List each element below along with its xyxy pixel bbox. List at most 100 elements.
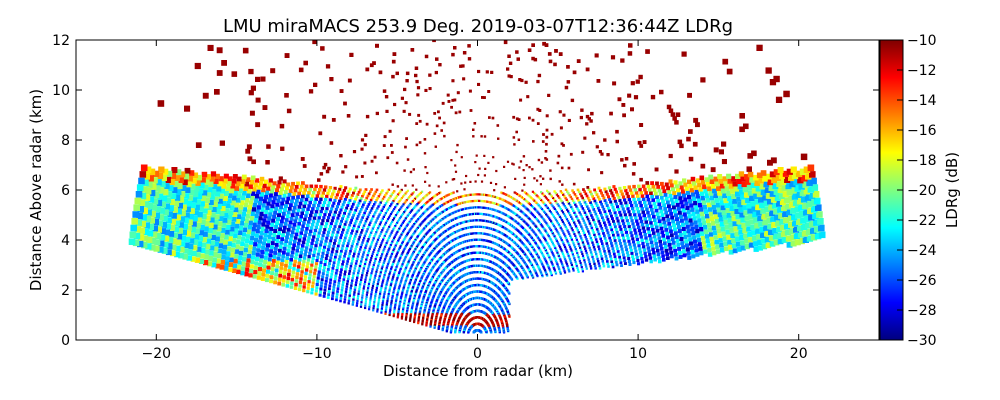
radar-cell: [414, 229, 418, 232]
radar-cell: [746, 184, 752, 191]
radar-cell: [405, 137, 408, 140]
radar-cell: [541, 225, 544, 228]
radar-cell: [727, 239, 733, 245]
radar-cell: [582, 243, 585, 246]
radar-cell: [813, 197, 821, 205]
radar-cell: [707, 223, 712, 228]
radar-cell: [590, 253, 593, 256]
radar-cell: [756, 44, 763, 51]
radar-cell: [751, 206, 757, 212]
radar-cell: [672, 223, 676, 228]
radar-cell: [806, 235, 814, 242]
radar-cell: [551, 242, 554, 245]
radar-cell: [708, 191, 713, 196]
radar-cell: [659, 209, 664, 214]
radar-cell: [739, 113, 745, 119]
radar-cell: [613, 187, 617, 191]
radar-cell: [408, 211, 411, 214]
radar-cell: [578, 221, 581, 224]
radar-cell: [810, 234, 818, 241]
radar-cell: [594, 53, 599, 58]
radar-cell: [723, 198, 729, 204]
radar-cell: [411, 207, 415, 211]
radar-cell: [652, 234, 657, 239]
radar-cell: [621, 233, 625, 237]
radar-cell: [568, 223, 571, 226]
radar-cell: [581, 227, 584, 230]
radar-cell: [542, 218, 545, 221]
radar-cell: [662, 258, 666, 262]
radar-cell: [416, 195, 419, 198]
radar-cell: [656, 185, 661, 189]
radar-cell: [425, 194, 428, 197]
radar-cell: [755, 204, 761, 211]
radar-cell: [545, 230, 548, 234]
radar-cell: [790, 187, 797, 194]
radar-cell: [653, 205, 658, 209]
radar-cell: [563, 257, 567, 261]
radar-cell: [672, 191, 677, 196]
radar-cell: [748, 237, 754, 243]
radar-cell: [524, 80, 528, 84]
radar-cell: [701, 240, 707, 245]
radar-cell: [630, 234, 634, 238]
radar-cell: [542, 254, 545, 257]
radar-cell: [421, 190, 424, 193]
radar-cell: [761, 243, 768, 250]
radar-cell: [547, 199, 550, 202]
radar-cell: [736, 219, 742, 225]
radar-cell: [593, 220, 596, 224]
radar-cell: [587, 117, 591, 121]
radar-cell: [579, 261, 582, 265]
radar-cell: [804, 215, 811, 223]
radar-cell: [567, 221, 571, 224]
radar-cell: [705, 213, 710, 219]
radar-cell: [636, 259, 640, 263]
radar-cell: [631, 237, 635, 241]
radar-cell: [635, 255, 639, 259]
radar-cell: [807, 186, 815, 193]
radar-cell: [551, 214, 555, 217]
radar-cell: [462, 51, 467, 55]
radar-cell: [480, 180, 484, 183]
radar-cell: [637, 184, 641, 189]
radar-cell: [655, 212, 660, 216]
radar-cell: [460, 182, 463, 185]
radar-cell: [397, 201, 400, 204]
radar-cell: [597, 219, 601, 223]
radar-cell: [677, 210, 682, 215]
radar-cell: [544, 229, 547, 232]
radar-cell: [532, 140, 535, 143]
radar-cell: [647, 187, 652, 192]
radar-cell: [543, 202, 546, 205]
radar-cell: [511, 196, 514, 199]
radar-cell: [639, 235, 643, 239]
radar-cell: [541, 234, 544, 237]
radar-cell: [598, 267, 602, 270]
radar-cell: [638, 216, 643, 220]
radar-cell: [686, 209, 691, 215]
radar-cell: [588, 234, 592, 237]
radar-cell: [786, 209, 793, 216]
radar-cell: [403, 193, 406, 197]
radar-cell: [569, 152, 573, 156]
radar-cell: [556, 161, 560, 165]
radar-cell: [655, 181, 659, 186]
radar-cell: [391, 119, 395, 123]
radar-cell: [777, 206, 783, 213]
radar-cell: [547, 208, 550, 211]
radar-cell: [638, 200, 642, 205]
radar-cell: [581, 150, 585, 154]
radar-cell: [406, 189, 409, 192]
radar-cell: [688, 199, 693, 204]
radar-cell: [339, 89, 344, 93]
radar-cell: [783, 217, 789, 224]
radar-cell: [437, 110, 440, 114]
radar-cell: [472, 331, 475, 334]
radar-cell: [585, 251, 588, 255]
radar-cell: [777, 167, 784, 173]
radar-cell: [590, 203, 593, 207]
radar-cell: [795, 191, 802, 198]
radar-cell: [618, 239, 622, 242]
radar-cell: [588, 246, 591, 250]
